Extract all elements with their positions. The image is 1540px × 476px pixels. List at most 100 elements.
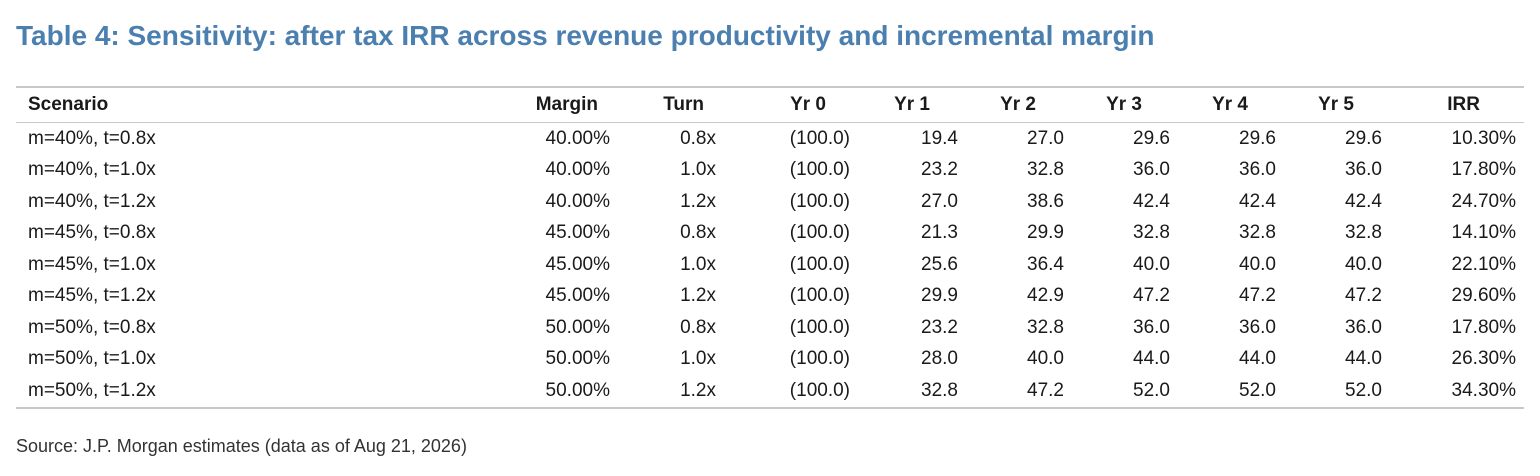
cell-irr: 17.80% [1451, 159, 1516, 181]
table-row: m=45%, t=0.8x 45.00% 0.8x (100.0) 21.3 29.9 32… [16, 218, 1524, 250]
cell-turn: 0.8x [680, 316, 716, 338]
cell-yr5: 36.0 [1345, 159, 1382, 181]
cell-yr2: 47.2 [1027, 379, 1064, 401]
cell-turn: 1.0x [680, 159, 716, 181]
cell-yr4: 42.4 [1239, 190, 1276, 212]
cell-irr: 24.70% [1451, 190, 1516, 212]
cell-turn: 0.8x [680, 127, 716, 149]
table-row: m=40%, t=0.8x 40.00% 0.8x (100.0) 19.4 27.0 29… [16, 123, 1524, 155]
sensitivity-table: Scenario Margin Turn Yr 0 Yr 1 Yr 2 Yr 3… [16, 86, 1524, 409]
cell-yr0: (100.0) [789, 316, 850, 338]
cell-irr: 17.80% [1451, 316, 1516, 338]
cell-yr4: 32.8 [1239, 222, 1276, 244]
cell-turn: 1.2x [680, 190, 716, 212]
cell-yr5: 32.8 [1345, 222, 1382, 244]
header-scenario: Scenario [28, 94, 109, 115]
cell-scenario: m=50%, t=0.8x [28, 316, 156, 338]
table-row: m=45%, t=1.2x 45.00% 1.2x (100.0) 29.9 42.9 47… [16, 281, 1524, 313]
cell-yr0: (100.0) [789, 190, 850, 212]
table-row: m=40%, t=1.0x 40.00% 1.0x (100.0) 23.2 32.8 36… [16, 155, 1524, 187]
header-yr4: Yr 4 [1212, 94, 1248, 115]
cell-irr: 22.10% [1451, 253, 1516, 275]
cell-yr4: 52.0 [1239, 379, 1276, 401]
table-header-row: Scenario Margin Turn Yr 0 Yr 1 Yr 2 Yr 3… [16, 87, 1524, 123]
cell-yr4: 47.2 [1239, 285, 1276, 307]
cell-yr3: 29.6 [1133, 127, 1170, 149]
cell-scenario: m=40%, t=0.8x [28, 127, 156, 149]
cell-yr3: 44.0 [1133, 348, 1170, 370]
sensitivity-table-container: Scenario Margin Turn Yr 0 Yr 1 Yr 2 Yr 3… [16, 86, 1524, 409]
cell-yr2: 36.4 [1027, 253, 1064, 275]
cell-yr5: 42.4 [1345, 190, 1382, 212]
cell-yr4: 40.0 [1239, 253, 1276, 275]
header-turn: Turn [663, 94, 704, 115]
cell-yr1: 23.2 [921, 316, 958, 338]
cell-turn: 0.8x [680, 222, 716, 244]
cell-margin: 50.00% [545, 348, 610, 370]
cell-yr1: 28.0 [921, 348, 958, 370]
cell-scenario: m=45%, t=1.0x [28, 253, 156, 275]
cell-yr2: 40.0 [1027, 348, 1064, 370]
cell-turn: 1.0x [680, 253, 716, 275]
cell-yr4: 44.0 [1239, 348, 1276, 370]
table-title: Table 4: Sensitivity: after tax IRR acro… [16, 20, 1155, 51]
cell-margin: 40.00% [545, 127, 610, 149]
cell-yr1: 27.0 [921, 190, 958, 212]
cell-irr: 10.30% [1451, 127, 1516, 149]
cell-yr1: 19.4 [921, 127, 958, 149]
cell-yr3: 47.2 [1133, 285, 1170, 307]
cell-yr5: 36.0 [1345, 316, 1382, 338]
cell-yr0: (100.0) [789, 285, 850, 307]
cell-yr3: 32.8 [1133, 222, 1170, 244]
cell-yr3: 52.0 [1133, 379, 1170, 401]
cell-yr3: 42.4 [1133, 190, 1170, 212]
cell-yr5: 47.2 [1345, 285, 1382, 307]
cell-yr0: (100.0) [789, 253, 850, 275]
header-yr5: Yr 5 [1318, 94, 1354, 115]
cell-yr1: 21.3 [921, 222, 958, 244]
cell-yr0: (100.0) [789, 348, 850, 370]
cell-scenario: m=45%, t=0.8x [28, 222, 156, 244]
cell-yr0: (100.0) [789, 222, 850, 244]
table-row: m=40%, t=1.2x 40.00% 1.2x (100.0) 27.0 38.6 42… [16, 186, 1524, 218]
cell-yr0: (100.0) [789, 159, 850, 181]
table-body: m=40%, t=0.8x 40.00% 0.8x (100.0) 19.4 27.0 29… [16, 123, 1524, 408]
cell-margin: 40.00% [545, 159, 610, 181]
cell-scenario: m=50%, t=1.0x [28, 348, 156, 370]
table-row: m=45%, t=1.0x 45.00% 1.0x (100.0) 25.6 36.4 40… [16, 249, 1524, 281]
cell-scenario: m=40%, t=1.2x [28, 190, 156, 212]
cell-irr: 14.10% [1451, 222, 1516, 244]
cell-irr: 34.30% [1451, 379, 1516, 401]
cell-yr5: 44.0 [1345, 348, 1382, 370]
cell-yr3: 40.0 [1133, 253, 1170, 275]
cell-margin: 50.00% [545, 316, 610, 338]
cell-margin: 45.00% [545, 253, 610, 275]
cell-turn: 1.0x [680, 348, 716, 370]
cell-yr2: 32.8 [1027, 159, 1064, 181]
cell-yr5: 29.6 [1345, 127, 1382, 149]
header-yr3: Yr 3 [1106, 94, 1142, 115]
cell-yr1: 25.6 [921, 253, 958, 275]
table-row: m=50%, t=0.8x 50.00% 0.8x (100.0) 23.2 32.8 36… [16, 312, 1524, 344]
cell-margin: 45.00% [545, 285, 610, 307]
header-yr0: Yr 0 [790, 94, 826, 115]
header-irr: IRR [1447, 94, 1480, 115]
cell-margin: 45.00% [545, 222, 610, 244]
header-yr1: Yr 1 [894, 94, 930, 115]
source-note: Source: J.P. Morgan estimates (data as o… [16, 436, 467, 456]
cell-yr0: (100.0) [789, 379, 850, 401]
header-yr2: Yr 2 [1000, 94, 1036, 115]
cell-yr1: 29.9 [921, 285, 958, 307]
cell-yr2: 32.8 [1027, 316, 1064, 338]
cell-turn: 1.2x [680, 379, 716, 401]
cell-yr2: 42.9 [1027, 285, 1064, 307]
cell-margin: 50.00% [545, 379, 610, 401]
cell-yr2: 38.6 [1027, 190, 1064, 212]
cell-irr: 26.30% [1451, 348, 1516, 370]
cell-margin: 40.00% [545, 190, 610, 212]
cell-yr1: 23.2 [921, 159, 958, 181]
cell-yr0: (100.0) [789, 127, 850, 149]
cell-turn: 1.2x [680, 285, 716, 307]
cell-yr3: 36.0 [1133, 159, 1170, 181]
table-row: m=50%, t=1.0x 50.00% 1.0x (100.0) 28.0 40.0 44… [16, 344, 1524, 376]
